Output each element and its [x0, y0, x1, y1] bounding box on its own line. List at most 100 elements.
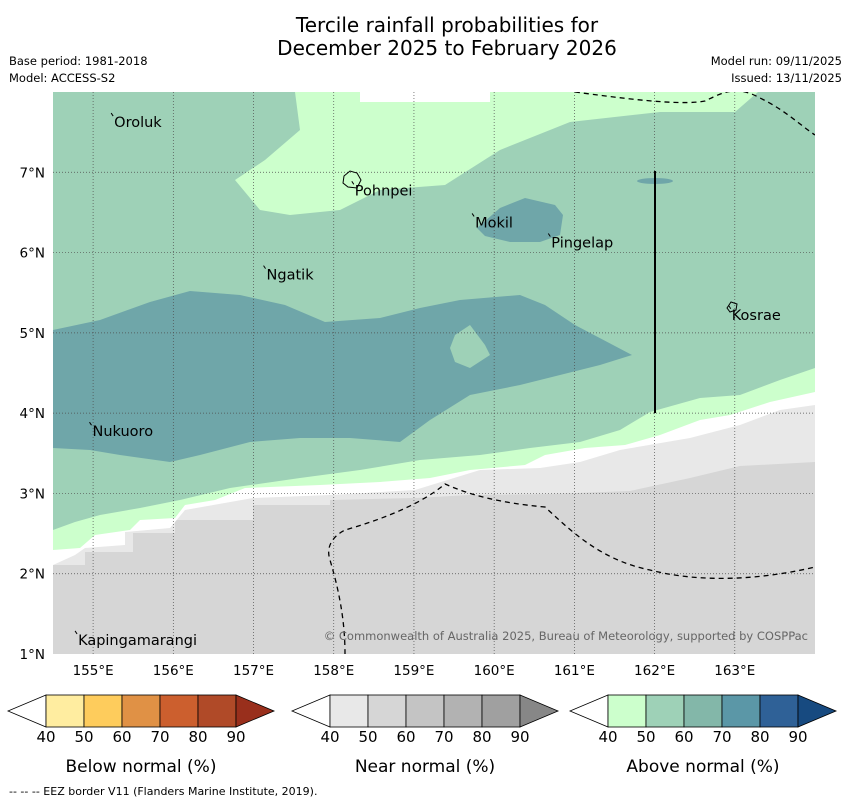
colorbar-extend-high: [519, 694, 560, 728]
x-tick-label: 155°E: [73, 663, 114, 679]
x-tick-label: 163°E: [714, 663, 755, 679]
colorbar-tick: 90: [510, 728, 529, 746]
y-tick-label: 6°N: [20, 246, 45, 262]
colorbar-segment: [607, 694, 647, 728]
colorbar-tick: 90: [226, 728, 245, 746]
colorbar-tick: 50: [636, 728, 655, 746]
place-marker: [110, 112, 114, 117]
colorbar-tick: 60: [674, 728, 693, 746]
colorbar-0: 40 50 60 70 80 90 Below normal (%): [6, 694, 276, 777]
place-marker: [471, 213, 475, 217]
place-label: Pohnpei: [355, 183, 413, 199]
y-tick-label: 2°N: [20, 567, 45, 583]
colorbar-segment: [159, 694, 199, 728]
colorbar-segment: [443, 694, 483, 728]
colorbar-tick: 40: [598, 728, 617, 746]
x-tick-label: 162°E: [634, 663, 675, 679]
colorbar-segment: [645, 694, 685, 728]
eez-borders: [328, 92, 815, 654]
x-tick-label: 156°E: [153, 663, 194, 679]
x-tick-label: 159°E: [393, 663, 434, 679]
place-marker: [351, 181, 355, 185]
place-label: Oroluk: [114, 115, 162, 131]
pohnpei-outline: [342, 170, 362, 189]
colorbar-extend-high: [797, 694, 838, 728]
colorbar-2: 40 50 60 70 80 90 Above normal (%): [568, 694, 838, 777]
x-tick-label: 158°E: [313, 663, 354, 679]
colorbar-title: Above normal (%): [626, 757, 779, 777]
colorbar-tick: 50: [358, 728, 377, 746]
base-period: Base period: 1981-2018: [9, 54, 148, 68]
map-plot-area: Oroluk Pohnpei Mokil Pingelap Ngatik Kosrae Nu…: [53, 92, 815, 654]
colorbar-segment: [405, 694, 445, 728]
colorbar-segment: [329, 694, 369, 728]
place-label: Pingelap: [551, 236, 613, 252]
y-tick-label: 7°N: [20, 165, 45, 181]
x-tick-label: 160°E: [474, 663, 515, 679]
colorbar-extend-high: [235, 694, 276, 728]
above-normal-60-pocket: [450, 325, 490, 368]
issued-date: Issued: 13/11/2025: [731, 71, 842, 85]
model-run: Model run: 09/11/2025: [710, 54, 842, 68]
colorbar-segment: [197, 694, 237, 728]
colorbar-segment: [45, 694, 85, 728]
colorbar-tick: 70: [434, 728, 453, 746]
title-line-2: December 2025 to February 2026: [277, 36, 617, 60]
place-marker: [263, 265, 266, 269]
colorbar-tick: 70: [712, 728, 731, 746]
colorbar-legends: 40 50 60 70 80 90 Below normal (%) 40 50 60 70 80 90…: [6, 694, 838, 777]
colorbar-tick: 60: [112, 728, 131, 746]
above-normal-70-region: [53, 291, 632, 462]
colorbar-segment: [683, 694, 723, 728]
place-label: Mokil: [475, 215, 513, 231]
colorbar-extend-low: [568, 694, 609, 728]
y-axis-ticks: 1°N 2°N 3°N 4°N 5°N 6°N 7°N: [20, 165, 45, 663]
y-tick-label: 3°N: [20, 486, 45, 502]
colorbar-extend-low: [6, 694, 47, 728]
colorbar-title: Near normal (%): [355, 757, 495, 777]
place-label: Ngatik: [267, 268, 315, 284]
colorbar-segment: [481, 694, 521, 728]
x-tick-label: 161°E: [554, 663, 595, 679]
x-axis-ticks: 155°E 156°E 157°E 158°E 159°E 160°E 161°E 162°E…: [73, 663, 756, 679]
map-title: Tercile rainfall probabilities for Decem…: [0, 14, 850, 60]
colorbar-segment: [367, 694, 407, 728]
colorbar-segment: [83, 694, 123, 728]
model-name: Model: ACCESS-S2: [9, 71, 116, 85]
eez-border-north: [574, 92, 815, 136]
kosrae-outline: [726, 301, 738, 313]
x-tick-label: 157°E: [233, 663, 274, 679]
eez-border-south: [328, 483, 815, 654]
colorbar-tick: 40: [320, 728, 339, 746]
meta-right: Model run: 09/11/2025 Issued: 13/11/2025: [711, 53, 842, 87]
place-label: Nukuoro: [93, 424, 154, 440]
colorbar-title: Below normal (%): [66, 757, 217, 777]
colorbar-tick: 80: [472, 728, 491, 746]
colorbar-segment: [759, 694, 799, 728]
colorbar-segment: [121, 694, 161, 728]
y-tick-label: 4°N: [20, 406, 45, 422]
colorbar-tick: 80: [750, 728, 769, 746]
colorbar-tick: 60: [396, 728, 415, 746]
colorbar-1: 40 50 60 70 80 90 Near normal (%): [290, 694, 560, 777]
y-tick-label: 1°N: [20, 647, 45, 663]
colorbar-tick: 70: [150, 728, 169, 746]
title-line-1: Tercile rainfall probabilities for: [295, 13, 599, 37]
colorbar-extend-low: [290, 694, 331, 728]
place-label: Kapingamarangi: [78, 633, 197, 649]
copyright-text: © Commonwealth of Australia 2025, Bureau…: [324, 629, 808, 643]
meta-left: Base period: 1981-2018 Model: ACCESS-S2: [9, 53, 148, 87]
above-normal-70-mokil: [477, 198, 563, 242]
colorbar-tick: 40: [36, 728, 55, 746]
place-marker: [728, 305, 732, 310]
place-marker: [74, 630, 78, 635]
place-labels: Oroluk Pohnpei Mokil Pingelap Ngatik Kosrae Nu…: [74, 112, 781, 649]
y-tick-label: 5°N: [20, 326, 45, 342]
eez-footnote: -- -- -- EEZ border V11 (Flanders Marine…: [9, 785, 318, 798]
place-label: Kosrae: [732, 308, 781, 324]
place-marker: [547, 233, 551, 237]
colorbar-tick: 80: [188, 728, 207, 746]
colorbar-tick: 90: [788, 728, 807, 746]
colorbar-segment: [721, 694, 761, 728]
